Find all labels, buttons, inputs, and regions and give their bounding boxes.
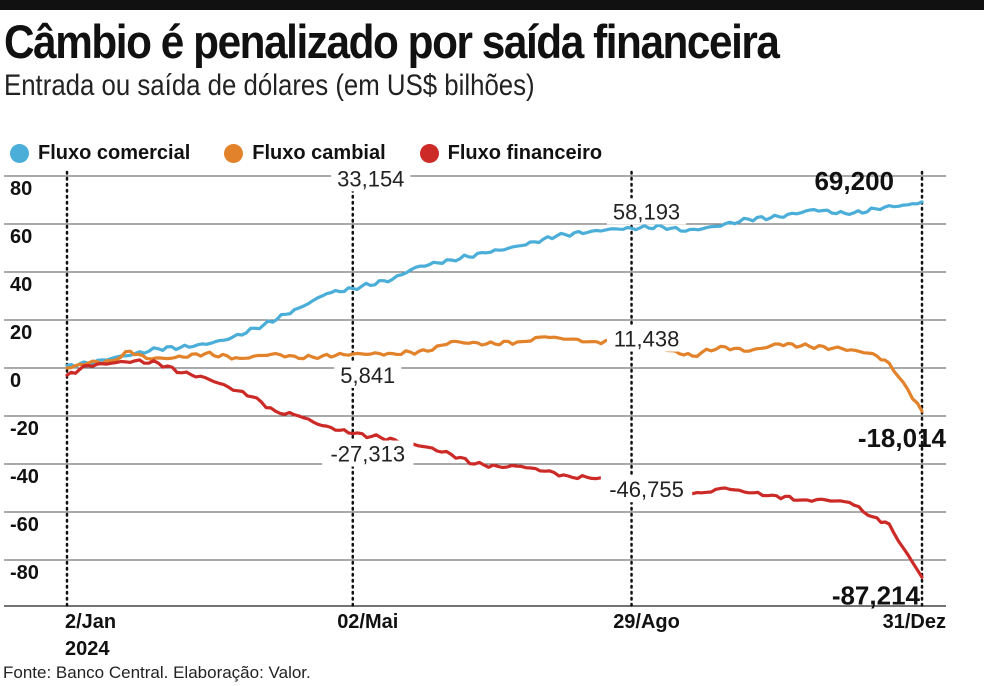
data-label: 33,154	[337, 166, 404, 191]
annotation-bg	[331, 165, 411, 192]
y-tick-label: -80	[10, 562, 39, 584]
data-label: 11,438	[614, 327, 680, 352]
top-rule	[0, 0, 984, 10]
y-tick-label: -20	[10, 418, 39, 440]
series-line-cambial	[65, 335, 924, 413]
annotation-bg	[606, 198, 687, 225]
legend-item-comercial: Fluxo comercial	[10, 142, 190, 165]
chart-subtitle: Entrada ou saída de dólares (em US$ bilh…	[4, 69, 535, 102]
x-tick-label: 2/Jan	[65, 611, 116, 633]
annotation-bg	[606, 325, 687, 352]
source-note: Fonte: Banco Central. Elaboração: Valor.	[3, 663, 311, 682]
data-label-final: 69,200	[814, 166, 894, 196]
y-tick-label: 0	[10, 370, 21, 392]
annotation-bg	[322, 440, 414, 467]
annotation-bg	[600, 476, 693, 503]
data-label-final: -87,214	[832, 580, 921, 610]
legend: Fluxo comercial Fluxo cambial Fluxo fina…	[10, 140, 636, 166]
series-line-financeiro	[65, 358, 924, 579]
y-tick-label: 40	[10, 274, 32, 296]
x-tick-label: 02/Mai	[337, 611, 398, 633]
y-tick-label: -40	[10, 466, 39, 488]
legend-label-financeiro: Fluxo financeiro	[447, 141, 603, 164]
legend-item-financeiro: Fluxo financeiro	[419, 141, 603, 165]
annotation-bg	[334, 361, 402, 388]
legend-label-comercial: Fluxo comercial	[38, 141, 191, 164]
legend-dot-icon-financeiro	[419, 143, 439, 163]
y-tick-label: 20	[10, 322, 32, 344]
data-label: -27,313	[330, 442, 405, 467]
legend-dot-icon-comercial	[10, 143, 29, 163]
data-label: -46,755	[609, 477, 684, 502]
x-tick-label: 31/Dez	[883, 611, 946, 633]
series-line-comercial	[65, 200, 924, 369]
legend-label-cambial: Fluxo cambial	[252, 141, 386, 164]
y-tick-label: -60	[10, 514, 39, 536]
chart-title: Câmbio é penalizado por saída financeira	[4, 15, 780, 68]
data-label-final: -18,014	[858, 423, 947, 453]
legend-dot-icon-cambial	[224, 143, 244, 163]
data-label: 58,193	[613, 199, 680, 224]
x-tick-label: 29/Ago	[613, 611, 680, 633]
x-tick-year-label: 2024	[65, 638, 110, 660]
data-label: 5,841	[340, 363, 395, 388]
legend-item-cambial: Fluxo cambial	[224, 141, 386, 165]
y-tick-label: 60	[10, 226, 32, 248]
y-tick-label: 80	[10, 178, 32, 200]
